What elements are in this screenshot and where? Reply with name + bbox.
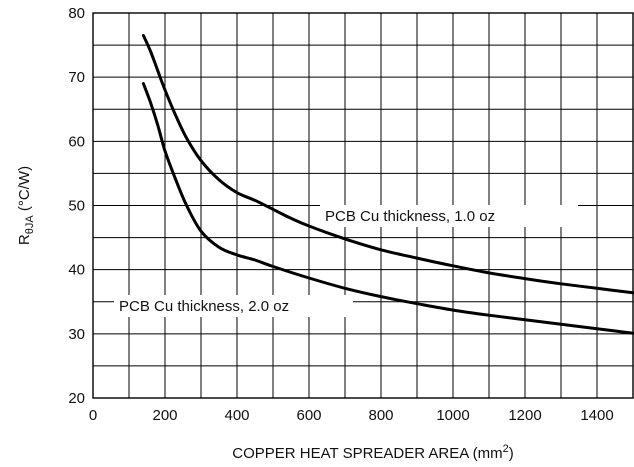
- series-labels: PCB Cu thickness, 1.0 oz PCB Cu thickness…: [114, 205, 578, 317]
- x-axis-title-main: COPPER HEAT SPREADER AREA (mm: [232, 445, 502, 462]
- y-tick-label: 20: [68, 390, 85, 407]
- y-tick-label: 30: [68, 326, 85, 343]
- plot-frame: [92, 12, 634, 399]
- series-label-1: PCB Cu thickness, 1.0 oz: [325, 208, 495, 225]
- x-axis-title: COPPER HEAT SPREADER AREA (mm2): [232, 443, 513, 462]
- y-tick-label: 60: [68, 133, 85, 150]
- series-label-2: PCB Cu thickness, 2.0 oz: [119, 298, 289, 315]
- x-tick-labels: 0 200 400 600 800 1000 1200 1400: [89, 407, 614, 424]
- x-tick-label: 1200: [508, 407, 541, 424]
- x-axis-title-end: ): [509, 445, 514, 462]
- x-tick-label: 200: [152, 407, 177, 424]
- y-axis-title-subscript: θJA: [24, 215, 36, 235]
- x-tick-label: 1400: [580, 407, 613, 424]
- series-line-1: [141, 34, 634, 295]
- y-tick-label: 50: [68, 198, 85, 215]
- y-axis-title-main: R: [16, 234, 33, 245]
- series-group: [141, 34, 634, 335]
- y-tick-label: 70: [68, 69, 85, 86]
- y-axis-title-end: (°C/W): [16, 166, 33, 215]
- x-tick-label: 600: [296, 407, 321, 424]
- y-tick-label: 40: [68, 262, 85, 279]
- series-line-2: [141, 82, 634, 335]
- y-tick-labels: 20 30 40 50 60 70 80: [68, 5, 85, 407]
- y-axis-title: RθJA (°C/W): [16, 166, 36, 245]
- x-tick-label: 400: [224, 407, 249, 424]
- series-label-background: [320, 205, 578, 227]
- x-tick-label: 1000: [436, 407, 469, 424]
- series-label-background: [114, 295, 353, 317]
- y-tick-label: 80: [68, 5, 85, 22]
- x-tick-label: 0: [89, 407, 97, 424]
- x-axis-title-superscript: 2: [503, 443, 509, 455]
- x-tick-label: 800: [368, 407, 393, 424]
